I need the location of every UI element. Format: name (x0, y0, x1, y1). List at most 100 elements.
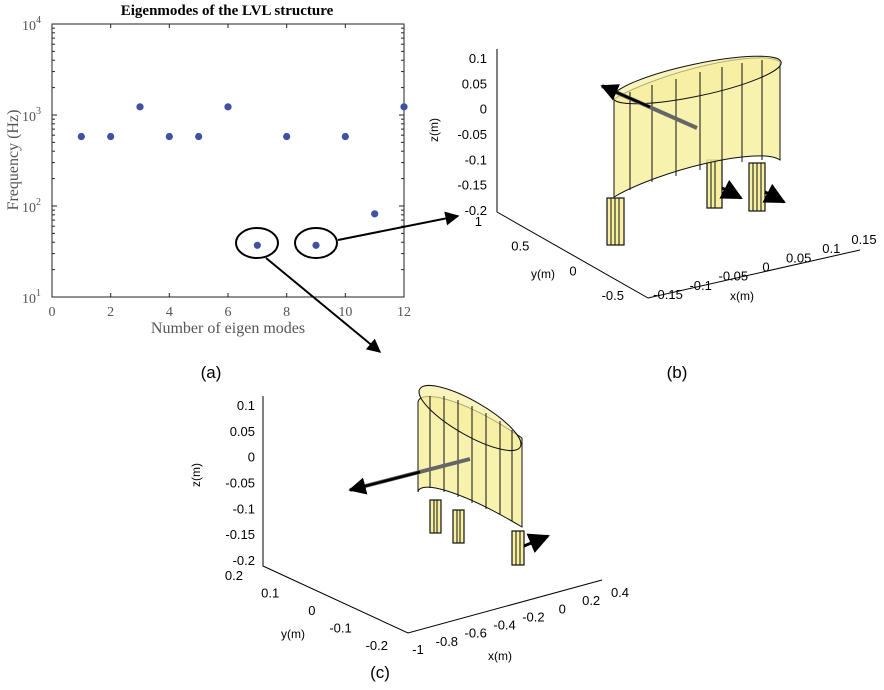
data-point (224, 103, 232, 111)
z-axis-label-b: z(m) (427, 118, 441, 142)
y-tick-label: 102 (22, 197, 41, 216)
plot-area (51, 23, 405, 298)
z-tick-label-b: -0.1 (465, 152, 487, 167)
x-tick-label: 10 (338, 305, 352, 320)
chart-title: Eigenmodes of the LVL structure (121, 3, 334, 19)
x-tick-label-b: 0 (762, 260, 769, 275)
z-tick-label-b: -0.15 (457, 178, 487, 193)
z-axis-label-c: z(m) (189, 463, 203, 487)
z-tick-label-c: 0.05 (230, 424, 255, 439)
x-tick-label-c: -1 (412, 642, 424, 657)
data-points (77, 103, 408, 249)
y-tick-label-b: -0.5 (602, 288, 624, 303)
panel-label-c: (c) (370, 663, 390, 682)
data-point (195, 132, 203, 141)
x-tick-label-b: 0.15 (851, 232, 876, 247)
data-point (371, 210, 379, 218)
data-point (107, 132, 115, 141)
z-tick-label-c: -0.15 (225, 527, 255, 542)
legs-c (429, 499, 525, 566)
mode-arrow-main-c (348, 470, 421, 495)
x-tick-group: 0 2 4 6 8 10 12 (49, 24, 411, 320)
y-tick-label-c: 0.1 (261, 586, 279, 601)
shell-c (417, 384, 523, 528)
y-tick-label-b: 0 (569, 263, 576, 278)
z-tick-label-b: 0.05 (462, 76, 487, 91)
x-tick-label-c: 0.2 (582, 593, 600, 608)
x-tick-label: 4 (166, 305, 173, 320)
panel-label-a: (a) (201, 363, 222, 382)
z-tick-label-b: -0.2 (465, 203, 487, 218)
x-axis-label: Number of eigen modes (151, 320, 305, 337)
mode-7-highlight-ellipse (235, 227, 279, 259)
x-tick-label-c: 0 (559, 601, 566, 616)
data-point (136, 103, 144, 111)
mode-arrow-main-b (600, 84, 651, 109)
x-tick-label: 0 (49, 305, 56, 320)
z-tick-label-b: 0 (480, 102, 487, 117)
z-tick-label-b: 0.1 (469, 51, 487, 66)
y-tick-label-c: -0.2 (366, 638, 388, 653)
x-tick-label: 12 (397, 305, 411, 320)
y-tick-label-c: 0 (308, 603, 315, 618)
mode-arrow-leg2-b (762, 183, 786, 204)
y-tick-label-c: 0.2 (225, 568, 243, 583)
data-point (77, 132, 85, 141)
z-tick-label-c: -0.2 (233, 553, 255, 568)
data-point (283, 132, 291, 141)
x-tick-label-b: -0.15 (653, 287, 683, 302)
legs-b (606, 159, 766, 246)
y-axis-label: Frequency (Hz) (5, 110, 22, 211)
axes-box-c (262, 396, 603, 634)
z-tick-label-c: 0.1 (237, 398, 255, 413)
arrow-to-panel-b (337, 211, 460, 241)
mode-arrow-leg1-b (719, 179, 743, 200)
x-tick-label-c: -0.8 (436, 634, 458, 649)
x-tick-label-b: -0.1 (689, 278, 711, 293)
x-tick-group-b: -0.15 -0.1 -0.05 0 0.05 0.1 0.15 (653, 232, 876, 302)
panel-c: 0.10.050-0.05-0.1-0.15-0.2 -0.2-0.100.10… (189, 384, 629, 682)
x-tick-label-b: -0.05 (719, 269, 749, 284)
x-tick-label: 8 (283, 305, 290, 320)
z-tick-group-b: 0.1 0.05 0 -0.05 -0.1 -0.15 -0.2 (457, 51, 487, 218)
x-tick-label-c: -0.6 (465, 626, 487, 641)
mode-arrow-leg-c (523, 533, 550, 553)
y-tick-label: 101 (22, 288, 41, 307)
data-point (400, 103, 408, 111)
x-tick-group-c: -1 -0.8 -0.6 -0.4 -0.2 0 0.2 0.4 (412, 585, 629, 657)
data-point (165, 132, 173, 141)
data-point (312, 241, 320, 249)
y-tick-group-b: -0.5 0 0.5 1 (475, 214, 624, 303)
x-tick-label-b: 0.1 (822, 241, 840, 256)
x-tick-label-c: -0.4 (493, 618, 515, 633)
data-point (253, 241, 261, 249)
axes-box-b (496, 49, 861, 299)
z-tick-label-b: -0.05 (457, 127, 487, 142)
y-tick-group: 101 102 103 104 (22, 15, 404, 307)
y-tick-label: 103 (22, 106, 41, 125)
y-axis-label-b: y(m) (531, 267, 555, 281)
x-tick-label-b: 0.05 (786, 250, 811, 265)
z-tick-group-c: 0.1 0.05 0 -0.05 -0.1 -0.15 -0.2 (225, 398, 255, 568)
z-tick-label-c: -0.1 (233, 501, 255, 516)
data-point (341, 132, 349, 141)
x-tick-label-c: -0.2 (522, 609, 544, 624)
panel-b: 0.1 0.05 0 -0.05 -0.1 -0.15 -0.2 -0.5 0 0.5 1 -0.… (427, 49, 877, 382)
arrow-to-panel-c (265, 257, 382, 353)
y-tick-label-c: -0.1 (329, 621, 351, 636)
x-axis-label-b: x(m) (730, 289, 754, 303)
x-tick-label: 6 (225, 305, 232, 320)
x-tick-label-c: 0.4 (611, 585, 629, 600)
y-tick-label-b: 1 (475, 214, 482, 229)
y-tick-label: 104 (22, 15, 41, 34)
z-tick-label-c: 0 (248, 450, 255, 465)
y-tick-group-c: -0.2 -0.1 0 0.1 0.2 (225, 568, 388, 653)
x-axis-label-c: x(m) (488, 649, 512, 663)
panel-label-b: (b) (667, 363, 688, 382)
mode-9-highlight-ellipse (294, 227, 338, 259)
y-axis-label-c: y(m) (281, 627, 305, 641)
panel-a: Eigenmodes of the LVL structure 0 2 4 6 8 10 1… (5, 3, 460, 382)
x-tick-label: 2 (107, 305, 114, 320)
z-tick-label-c: -0.05 (225, 476, 255, 491)
